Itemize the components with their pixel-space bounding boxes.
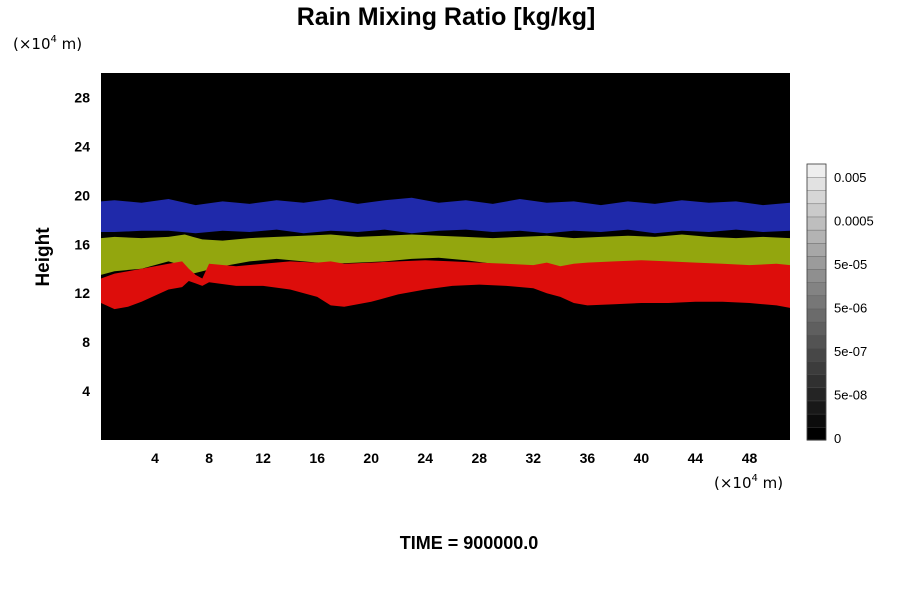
colorbar-swatch	[806, 374, 827, 389]
x-tick-label: 12	[255, 450, 271, 466]
colorbar-swatch	[806, 308, 827, 323]
colorbar-tick-label: 5e-06	[834, 301, 867, 316]
x-tick-label: 24	[417, 450, 433, 466]
x-tick-label: 40	[634, 450, 650, 466]
colorbar-swatch	[806, 295, 827, 310]
colorbar-tick-label: 0	[834, 431, 841, 446]
x-tick-label: 8	[205, 450, 213, 466]
colorbar-swatch	[806, 321, 827, 336]
colorbar-swatch	[806, 426, 827, 441]
y-tick-label: 24	[74, 138, 90, 154]
x-unit-prefix: (×10	[714, 474, 752, 492]
x-tick-label: 20	[363, 450, 379, 466]
colorbar-swatch	[806, 334, 827, 349]
layer-band-0	[101, 197, 790, 234]
colorbar-swatch	[806, 216, 827, 231]
colorbar-tick-label: 0.005	[834, 170, 867, 185]
colorbar-swatch	[806, 176, 827, 191]
y-tick-label: 16	[74, 236, 90, 252]
x-tick-label: 28	[472, 450, 488, 466]
x-tick-label: 4	[151, 450, 159, 466]
colorbar-tick-label: 5e-07	[834, 344, 867, 359]
data-layers	[101, 197, 790, 310]
y-axis-unit: (×104 m)	[13, 34, 82, 53]
colorbar-swatch	[806, 163, 827, 178]
y-tick-label: 28	[74, 90, 90, 106]
colorbar-swatch	[806, 203, 827, 218]
colorbar-swatch	[806, 242, 827, 257]
x-tick-label: 16	[309, 450, 325, 466]
x-axis-unit: (×104 m)	[714, 473, 783, 492]
colorbar-swatch	[806, 387, 827, 402]
colorbar	[806, 163, 827, 441]
colorbar-swatch	[806, 229, 827, 244]
plot-area	[101, 73, 790, 440]
colorbar-swatch	[806, 413, 827, 428]
x-unit-suffix: m)	[758, 474, 783, 492]
y-tick-label: 20	[74, 187, 90, 203]
time-footer: TIME = 900000.0	[400, 533, 539, 553]
colorbar-tick-label: 0.0005	[834, 214, 874, 229]
y-tick-label: 12	[74, 285, 90, 301]
x-tick-label: 48	[742, 450, 758, 466]
colorbar-frame	[806, 163, 827, 441]
y-unit-exponent: 4	[51, 34, 57, 45]
y-tick-label: 8	[82, 334, 90, 350]
colorbar-swatch	[806, 347, 827, 362]
colorbar-swatch	[806, 268, 827, 283]
colorbar-swatch	[806, 190, 827, 205]
colorbar-tick-label: 5e-05	[834, 257, 867, 272]
y-unit-suffix: m)	[57, 35, 82, 53]
chart-title: Rain Mixing Ratio [kg/kg]	[297, 3, 596, 31]
y-unit-prefix: (×10	[13, 35, 51, 53]
colorbar-swatch	[806, 360, 827, 375]
x-tick-label: 36	[580, 450, 596, 466]
layer-band-2	[101, 260, 790, 310]
colorbar-swatch	[806, 255, 827, 270]
colorbar-ticks: 0 5e-08 5e-07 5e-06 5e-05 0.0005 0.005	[834, 170, 874, 446]
y-tick-label: 4	[82, 383, 90, 399]
colorbar-swatch	[806, 282, 827, 297]
x-tick-label: 44	[688, 450, 704, 466]
colorbar-tick-label: 5e-08	[834, 388, 867, 403]
y-axis-label: Height	[33, 227, 54, 287]
x-axis-ticks: 4 8 12 16 20 24 28 32 36 40 44 48	[151, 450, 757, 466]
colorbar-swatch	[806, 400, 827, 415]
x-unit-exponent: 4	[752, 473, 758, 484]
x-tick-label: 32	[526, 450, 542, 466]
y-axis-ticks: 4 8 12 16 20 24 28	[74, 90, 90, 400]
